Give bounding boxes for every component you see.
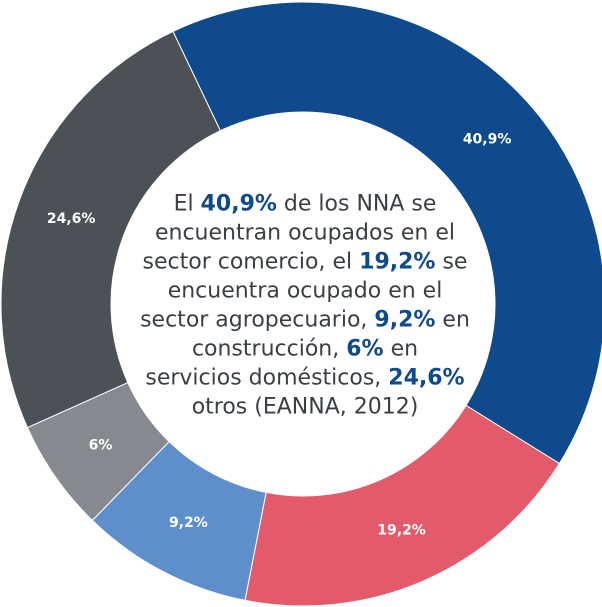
annotation-text: otros (EANNA, 2012): [192, 395, 419, 420]
annotation-line: construcción, 6% en: [192, 337, 418, 362]
donut-segment: [244, 404, 561, 607]
annotation-line: El 40,9% de los NNA se: [174, 192, 437, 217]
donut-segment: [172, 1, 602, 465]
segment-label: 24,6%: [47, 211, 96, 227]
annotation-line: sector agropecuario, 9,2% en: [140, 308, 470, 333]
annotation-text: encuentran ocupados en el: [155, 221, 455, 246]
annotation-highlight: 40,9%: [201, 192, 277, 217]
segment-label: 6%: [89, 438, 113, 454]
annotation-highlight: 19,2%: [359, 250, 435, 275]
annotation-line: otros (EANNA, 2012): [192, 395, 419, 420]
segment-label: 40,9%: [463, 131, 512, 147]
annotation-line: servicios domésticos, 24,6%: [145, 366, 464, 391]
segment-label: 19,2%: [377, 522, 426, 538]
segment-label: 9,2%: [169, 515, 208, 531]
annotation-text: encuentra ocupado en el: [168, 279, 443, 304]
annotation-text: sector comercio, el: [143, 250, 360, 275]
annotation-text: sector agropecuario,: [140, 308, 374, 333]
annotation-text: servicios domésticos,: [145, 366, 388, 391]
annotation-highlight: 24,6%: [388, 366, 464, 391]
annotation-highlight: 6%: [346, 337, 383, 362]
annotation-text: de los NNA se: [277, 192, 436, 217]
annotation-highlight: 9,2%: [374, 308, 435, 333]
annotation-line: encuentra ocupado en el: [168, 279, 443, 304]
annotation-text: en: [384, 337, 418, 362]
annotation-text: El: [174, 192, 201, 217]
annotation-text: se: [435, 250, 467, 275]
annotation-line: encuentran ocupados en el: [155, 221, 455, 246]
donut-segment: [0, 30, 222, 429]
annotation-text: construcción,: [192, 337, 346, 362]
annotation-text: en: [435, 308, 469, 333]
annotation-line: sector comercio, el 19,2% se: [143, 250, 468, 275]
